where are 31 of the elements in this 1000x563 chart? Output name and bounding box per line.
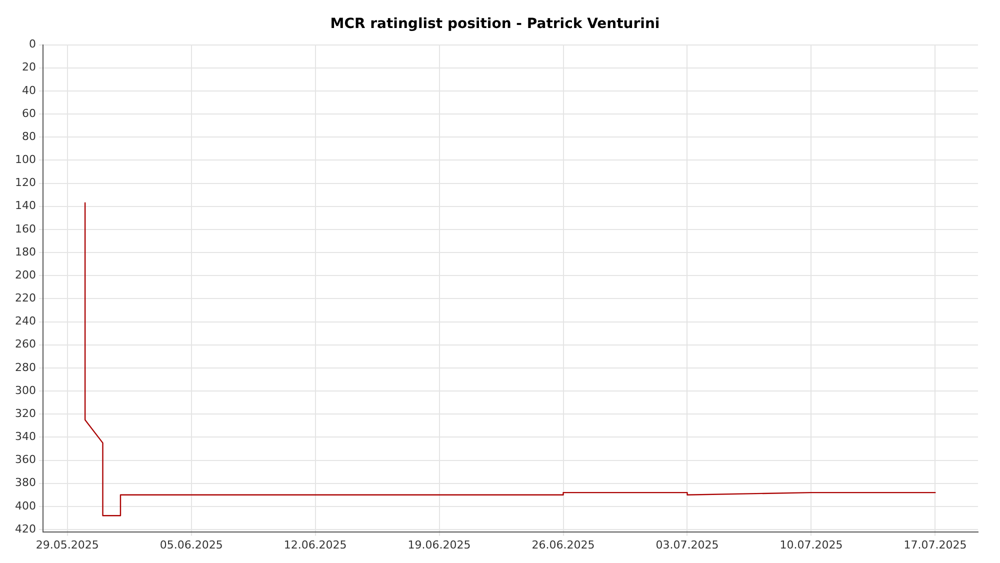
y-tick-label: 240 xyxy=(14,314,36,328)
x-tick-label: 19.06.2025 xyxy=(408,538,471,552)
y-tick-label: 160 xyxy=(14,222,36,236)
y-tick-label: 120 xyxy=(14,176,36,190)
x-tick-label: 03.07.2025 xyxy=(656,538,719,552)
y-tick-label: 60 xyxy=(22,106,36,120)
y-tick-label: 400 xyxy=(14,499,36,512)
y-tick-label: 140 xyxy=(14,199,36,212)
y-tick-label: 40 xyxy=(22,84,36,97)
y-tick-label: 420 xyxy=(14,522,36,536)
y-tick-label: 300 xyxy=(14,384,36,397)
x-tick-label: 29.05.2025 xyxy=(36,538,99,552)
y-tick-label: 360 xyxy=(14,453,36,466)
y-tick-label: 320 xyxy=(14,406,36,420)
y-tick-label: 220 xyxy=(14,292,36,305)
y-tick-label: 340 xyxy=(14,430,36,444)
chart-title: MCR ratinglist position - Patrick Venturini xyxy=(330,16,660,32)
y-tick-label: 200 xyxy=(14,268,36,282)
y-tick-label: 20 xyxy=(22,60,36,74)
y-tick-label: 0 xyxy=(28,38,36,51)
y-tick-label: 280 xyxy=(14,360,36,374)
y-tick-label: 80 xyxy=(22,130,36,143)
x-tick-label: 05.06.2025 xyxy=(160,538,223,552)
y-tick-label: 180 xyxy=(14,245,36,258)
x-tick-label: 26.06.2025 xyxy=(532,538,595,552)
y-tick-label: 260 xyxy=(14,338,36,351)
x-tick-label: 10.07.2025 xyxy=(780,538,843,552)
x-tick-label: 17.07.2025 xyxy=(904,538,967,552)
x-tick-label: 12.06.2025 xyxy=(284,538,347,552)
y-tick-label: 100 xyxy=(14,153,36,166)
y-tick-label: 380 xyxy=(14,476,36,490)
